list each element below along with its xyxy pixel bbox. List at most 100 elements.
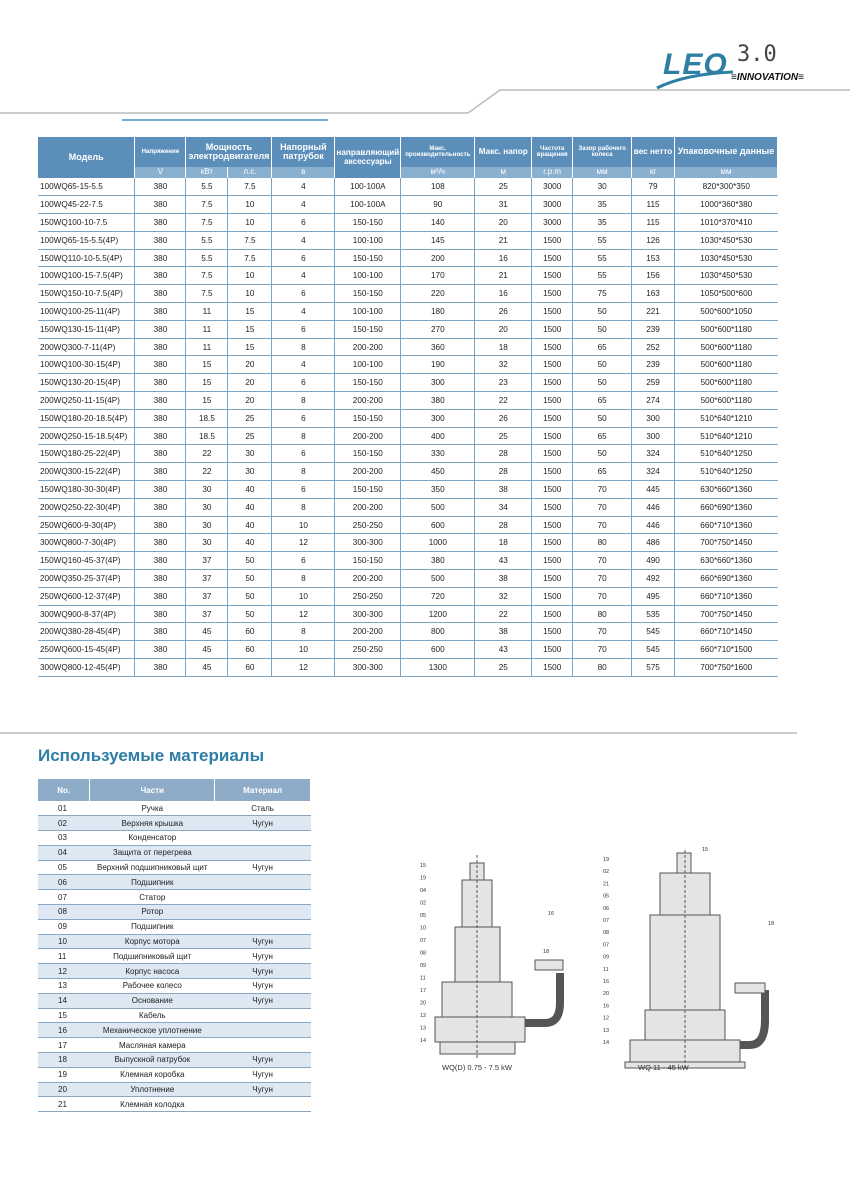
table-cell: 10: [227, 284, 273, 304]
table-cell: 300-300: [334, 533, 402, 553]
table-cell: 115: [631, 213, 676, 232]
material-row: 19 Клемная коробка Чугун: [38, 1067, 311, 1083]
table-cell: 100-100: [334, 266, 402, 286]
part-label: 04: [420, 888, 426, 894]
table-cell: 380: [134, 640, 187, 660]
table-cell: 156: [631, 266, 676, 286]
table-cell: 6: [271, 284, 336, 304]
table-cell: 1050*500*600: [674, 284, 778, 304]
table-cell: 22: [185, 444, 229, 464]
part-label: 20: [603, 991, 609, 997]
material-cell: Чугун: [214, 993, 311, 1009]
table-cell: 200WQ250-22-30(4P): [38, 498, 136, 517]
pump-diagram-right: [624, 850, 769, 1070]
table-cell: 492: [631, 569, 676, 588]
table-cell: 535: [631, 605, 676, 624]
table-cell: 1500: [531, 533, 574, 553]
table-cell: 1500: [531, 551, 574, 571]
table-row: 150WQ130-15-11(4P) 380 11 15 6 150-150 270 20 15…: [38, 320, 778, 339]
table-cell: 8: [271, 391, 336, 410]
table-cell: 30: [185, 480, 229, 499]
table-cell: 1500: [531, 480, 574, 499]
diagram-right-caption: WQ 11 - 45 kW: [638, 1063, 689, 1072]
material-cell: Масляная камера: [89, 1037, 215, 1054]
part-label: 20: [420, 1001, 426, 1007]
table-cell: 100-100: [334, 355, 402, 375]
table-row: 150WQ180-30-30(4P) 380 30 40 6 150-150 350 38 15…: [38, 480, 778, 499]
table-cell: 25: [474, 658, 533, 677]
table-cell: 300: [631, 409, 676, 428]
material-row: 10 Корпус мотора Чугун: [38, 934, 311, 950]
table-row: 300WQ800-12-45(4P) 380 45 60 12 300-300 1300 25…: [38, 658, 778, 677]
table-cell: 50: [572, 409, 633, 428]
table-cell: 25: [474, 178, 533, 197]
part-label: 09: [603, 955, 609, 961]
diagram-left-caption: WQ(D) 0.75 - 7.5 kW: [442, 1063, 513, 1072]
table-row: 150WQ180-25-22(4P) 380 22 30 6 150-150 330 28 15…: [38, 444, 778, 464]
material-cell: 08: [38, 904, 90, 920]
table-cell: 200-200: [334, 391, 402, 410]
table-cell: 90: [400, 195, 476, 215]
material-row: 07 Статор: [38, 889, 311, 906]
table-row: 150WQ150-10-7.5(4P) 380 7.5 10 6 150-150 220 16…: [38, 284, 778, 304]
table-cell: 150-150: [334, 249, 402, 268]
table-cell: 380: [134, 373, 187, 393]
table-cell: 150-150: [334, 284, 402, 304]
table-cell: 18.5: [185, 427, 229, 446]
unit-cell: м³/ч: [400, 167, 476, 178]
material-row: 01 Ручка Сталь: [38, 801, 311, 817]
table-cell: 70: [572, 498, 633, 517]
table-cell: 510*640*1250: [674, 444, 778, 464]
logo-tagline: ≡INNOVATION≡: [731, 72, 804, 83]
table-cell: 21: [474, 266, 533, 286]
table-cell: 163: [631, 284, 676, 304]
table-cell: 250-250: [334, 587, 402, 606]
spec-table: Модель Напряжение Мощность электродвигат…: [38, 137, 778, 677]
material-cell: 11: [38, 948, 90, 965]
unit-cell: л.с.: [227, 167, 273, 178]
table-cell: 50: [572, 302, 633, 321]
table-cell: 11: [185, 302, 229, 321]
table-cell: 380: [134, 195, 187, 215]
table-cell: 1500: [531, 498, 574, 517]
part-label: 18: [543, 949, 549, 955]
table-cell: 380: [134, 587, 187, 606]
table-cell: 350: [400, 480, 476, 499]
materials-title: Используемые материалы: [38, 746, 265, 765]
table-cell: 30: [227, 444, 273, 464]
table-cell: 8: [271, 569, 336, 588]
table-cell: 34: [474, 498, 533, 517]
table-cell: 380: [134, 391, 187, 410]
table-cell: 1500: [531, 640, 574, 660]
table-cell: 510*640*1210: [674, 427, 778, 446]
table-cell: 5.5: [185, 178, 229, 197]
part-label: 08: [603, 930, 609, 936]
table-cell: 1500: [531, 249, 574, 268]
table-row: 100WQ65-15-5.5(4P) 380 5.5 7.5 4 100-100 145 21…: [38, 231, 778, 250]
table-cell: 4: [271, 266, 336, 286]
table-cell: 22: [185, 462, 229, 482]
table-cell: 380: [134, 266, 187, 286]
table-row: 150WQ160-45-37(4P) 380 37 50 6 150-150 380 43 15…: [38, 551, 778, 571]
part-label: 11: [420, 976, 426, 982]
part-label: 08: [420, 951, 426, 957]
table-cell: 15: [227, 302, 273, 321]
table-cell: 200-200: [334, 569, 402, 588]
table-cell: 380: [134, 355, 187, 375]
table-cell: 10: [227, 266, 273, 286]
table-cell: 10: [227, 213, 273, 232]
table-cell: 70: [572, 516, 633, 535]
material-cell: [214, 830, 311, 846]
part-label: 13: [603, 1028, 609, 1034]
table-cell: 150WQ160-45-37(4P): [38, 551, 136, 571]
unit-cell: мм: [572, 167, 633, 178]
table-cell: 1500: [531, 427, 574, 446]
table-cell: 270: [400, 320, 476, 339]
table-cell: 55: [572, 231, 633, 250]
table-cell: 380: [134, 551, 187, 571]
material-row: 09 Подшипник: [38, 919, 311, 935]
table-cell: 1500: [531, 338, 574, 357]
table-cell: 1500: [531, 320, 574, 339]
table-cell: 70: [572, 587, 633, 606]
part-label: 14: [420, 1038, 426, 1044]
